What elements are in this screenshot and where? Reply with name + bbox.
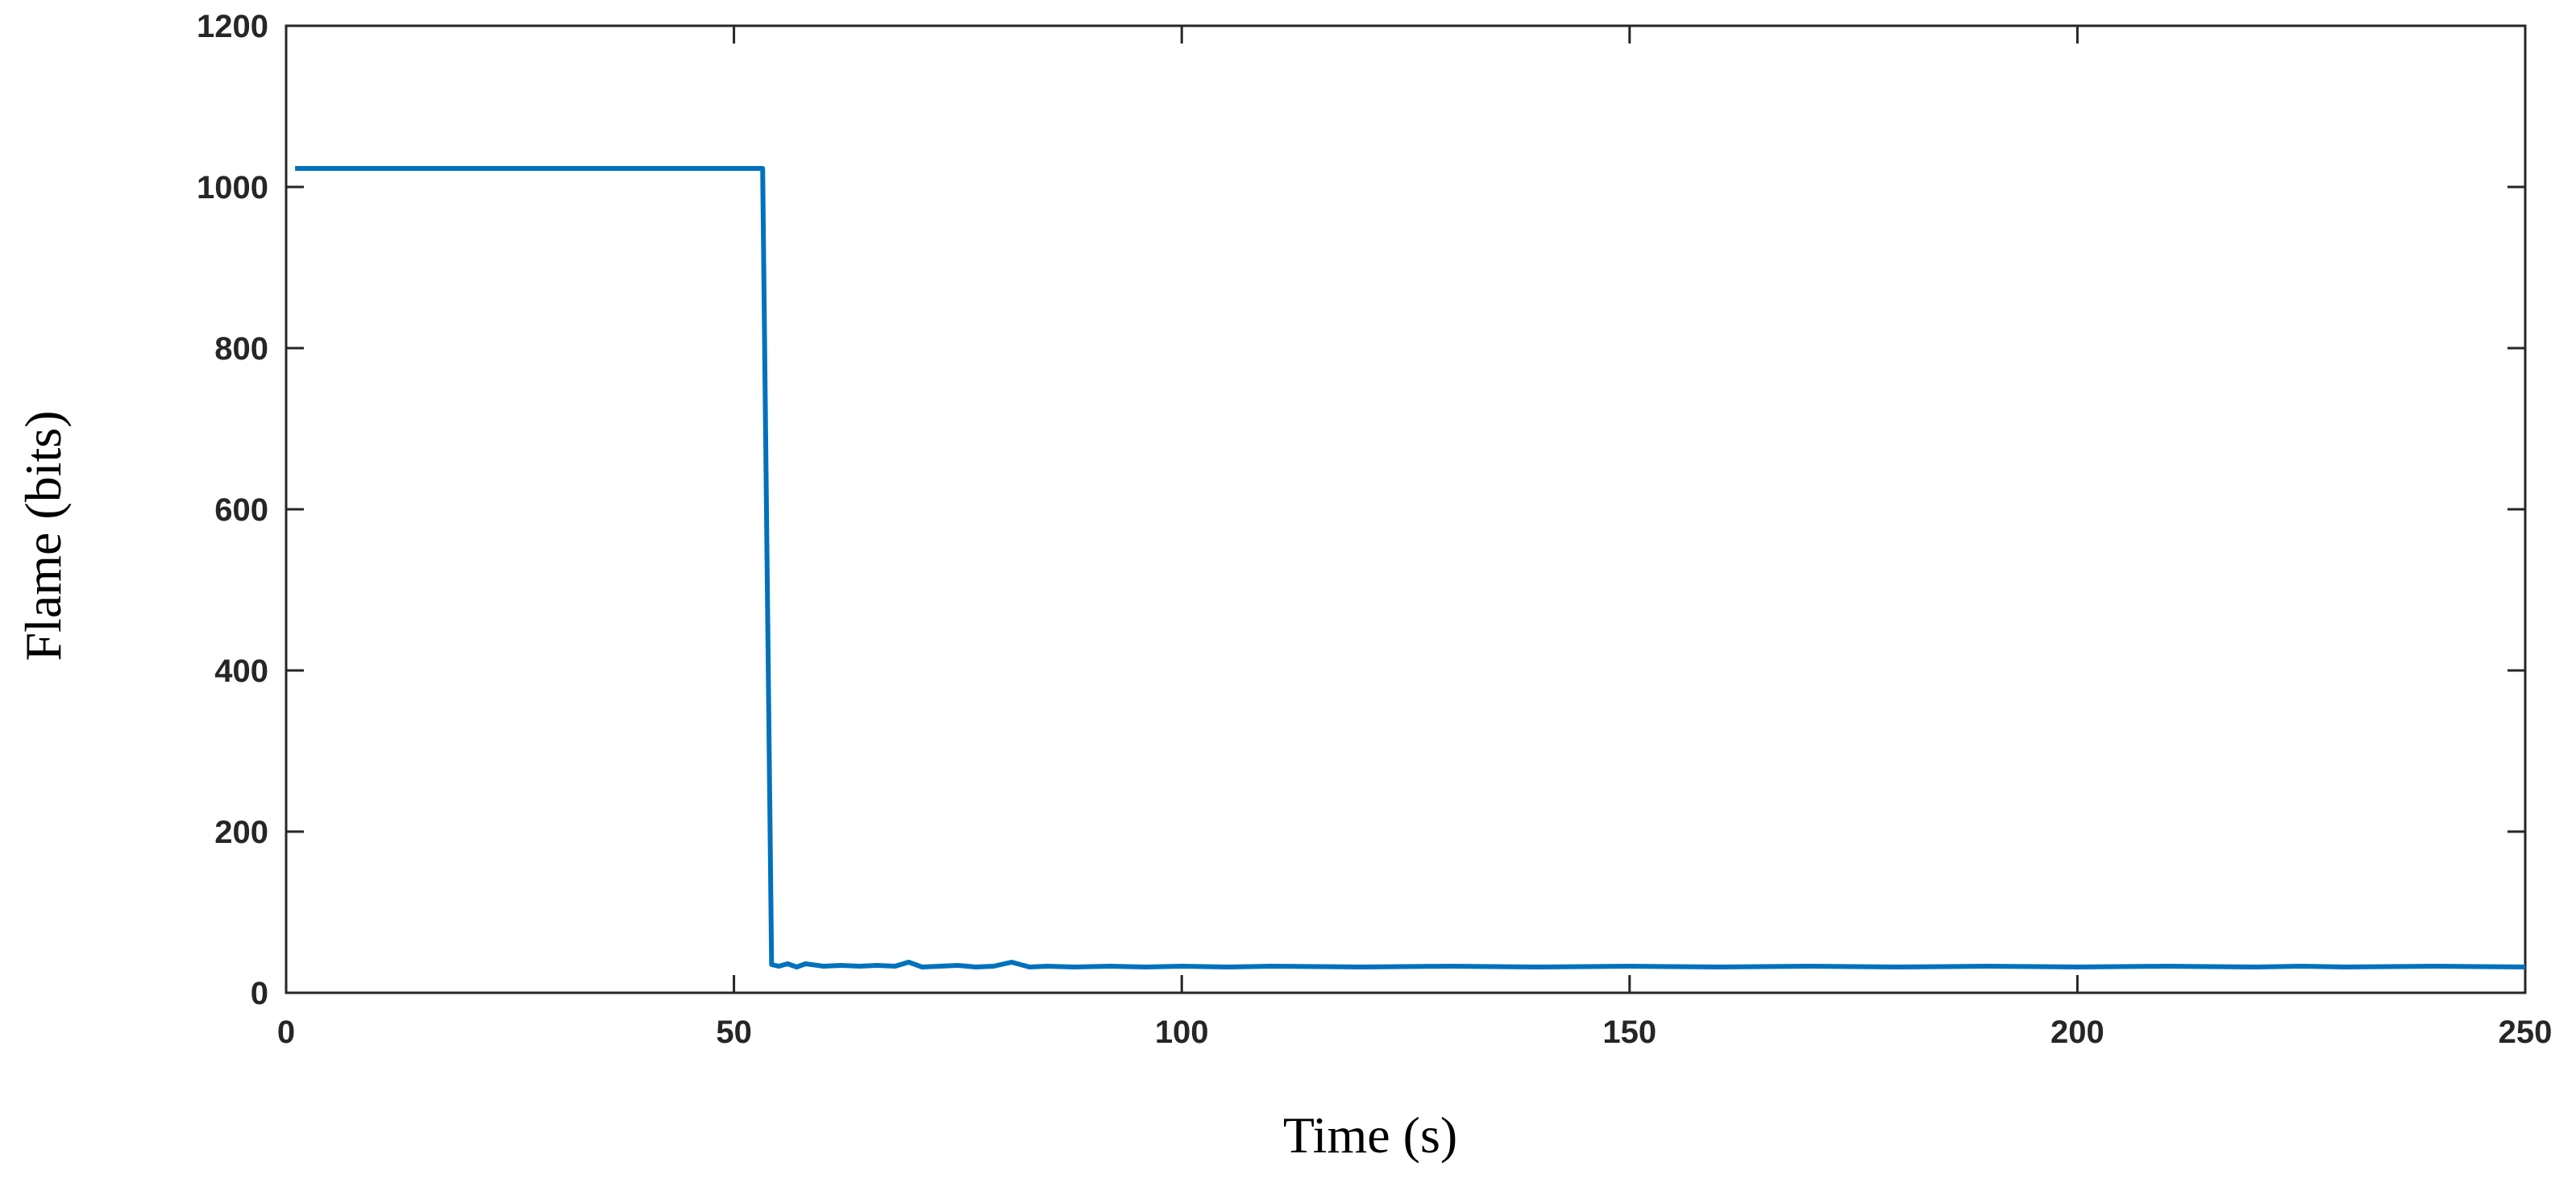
x-tick-label: 150 (1602, 1015, 1656, 1050)
x-axis-title: Time (s) (1283, 1106, 1457, 1164)
x-tick-label: 0 (277, 1015, 295, 1050)
y-tick-label: 200 (214, 815, 268, 850)
y-axis-title: Flame (bits) (15, 410, 72, 661)
y-tick-label: 800 (214, 331, 268, 367)
series-line (295, 166, 2526, 969)
x-tick-label: 50 (716, 1015, 752, 1050)
y-tick-label: 400 (214, 654, 268, 689)
y-tick-label: 0 (251, 976, 268, 1011)
y-tick-label: 1200 (197, 9, 268, 44)
tick-labels: 0 50 100 150 200 250 0 200 400 600 800 1000 1200 (197, 9, 2552, 1050)
y-tick-label: 600 (214, 492, 268, 528)
plot-area (285, 24, 2527, 994)
x-tick-label: 100 (1155, 1015, 1209, 1050)
axis-ticks (285, 24, 2527, 994)
x-tick-label: 250 (2499, 1015, 2553, 1050)
y-tick-label: 1000 (197, 170, 268, 205)
x-tick-label: 200 (2050, 1015, 2104, 1050)
